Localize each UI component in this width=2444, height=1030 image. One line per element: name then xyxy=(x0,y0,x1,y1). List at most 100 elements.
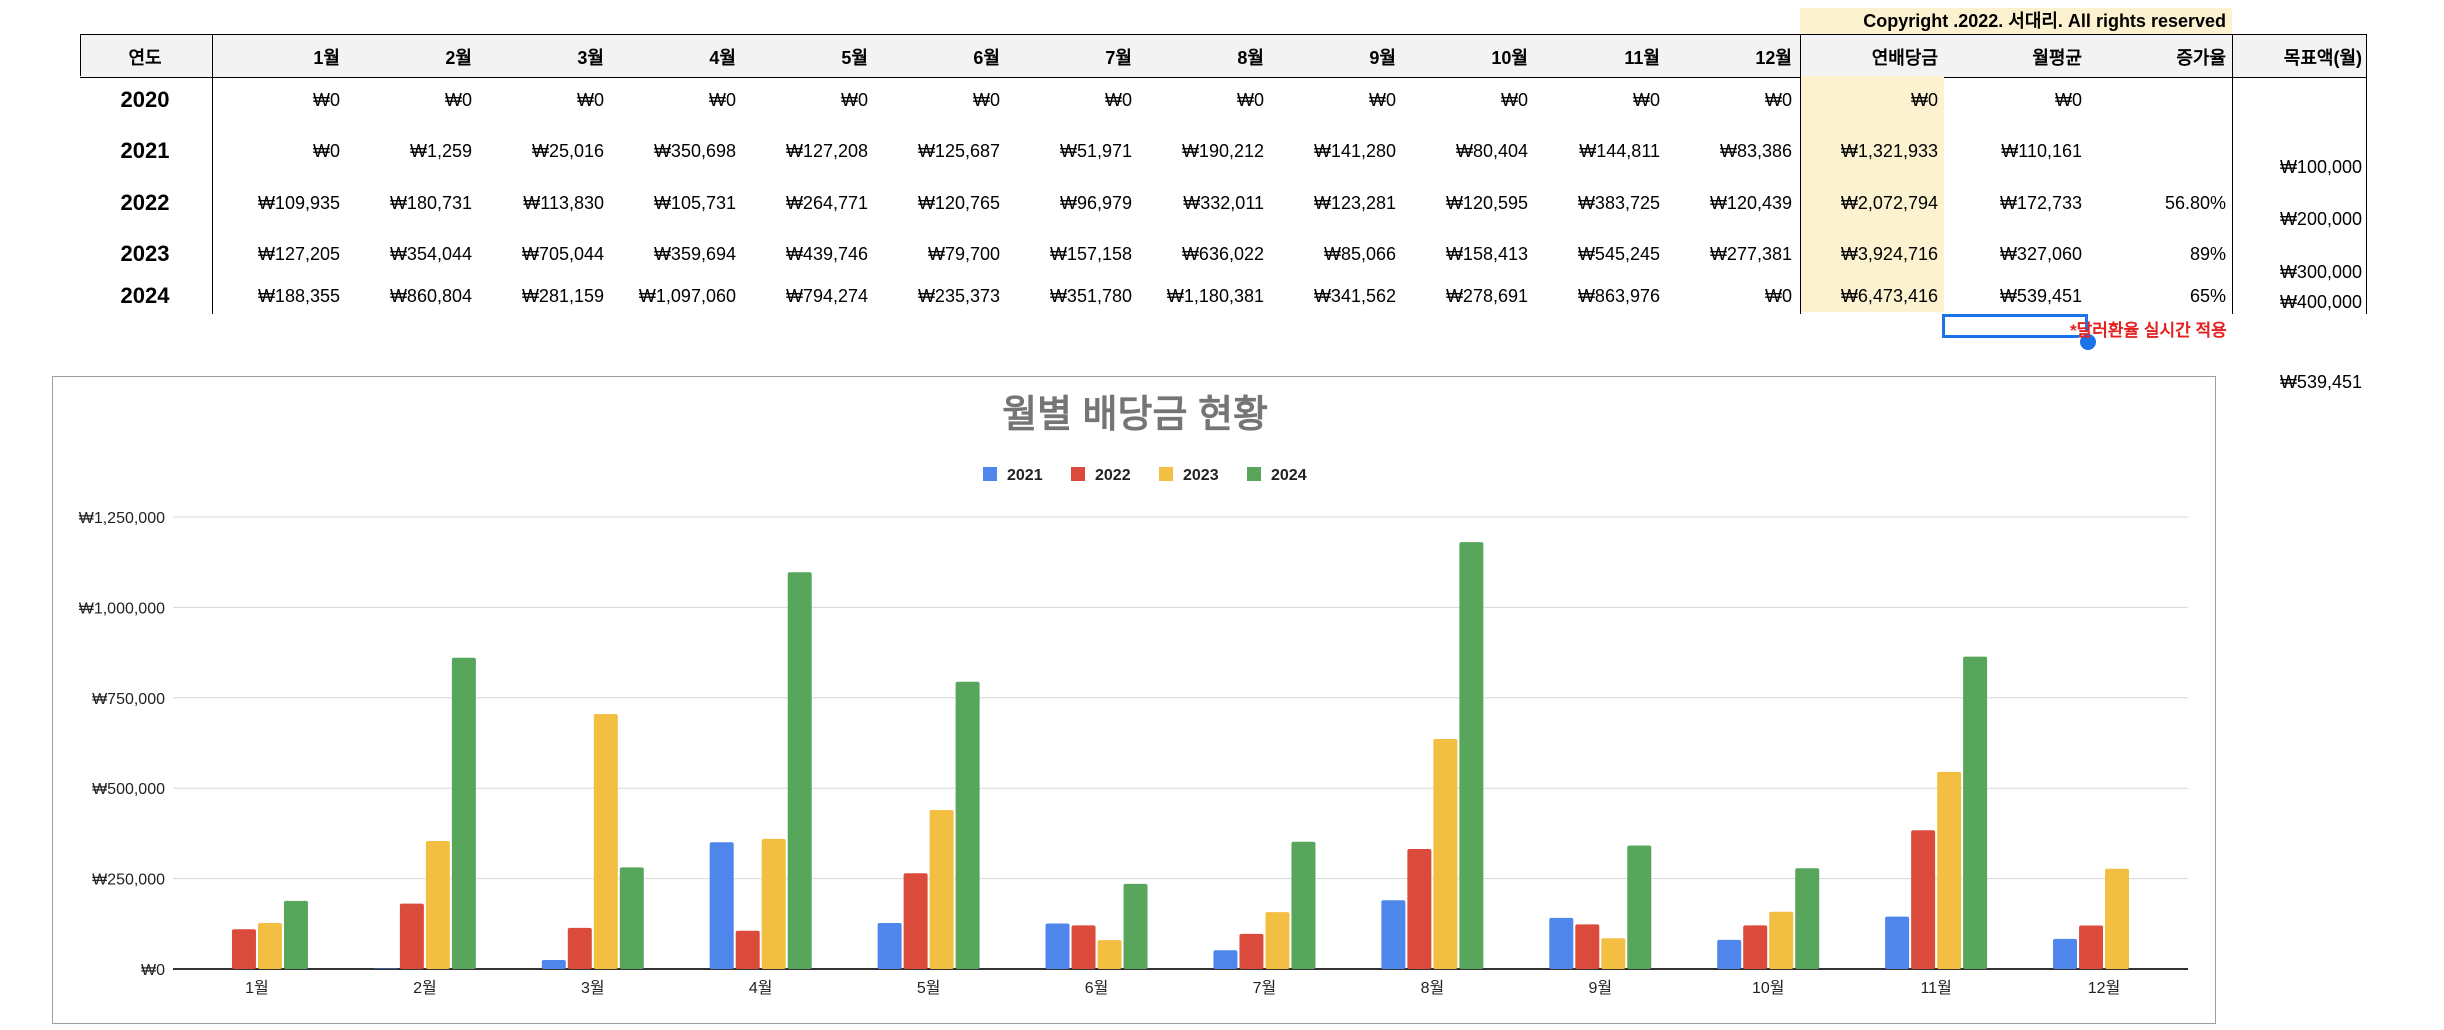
table-cell[interactable]: ₩51,971 xyxy=(1059,141,1132,161)
table-cell[interactable]: ₩0 xyxy=(1911,90,1938,110)
table-cell[interactable]: ₩127,208 xyxy=(785,141,868,161)
year-cell[interactable]: 2021 xyxy=(120,138,170,163)
table-cell[interactable]: ₩1,259 xyxy=(409,141,472,161)
x-tick-label: 5월 xyxy=(917,979,941,997)
table-cell[interactable]: ₩350,698 xyxy=(653,141,736,161)
bar-2024-11월 xyxy=(1963,656,1988,969)
table-cell[interactable]: ₩105,731 xyxy=(653,193,736,213)
table-cell[interactable]: ₩383,725 xyxy=(1577,193,1660,213)
table-cell[interactable]: ₩1,097,060 xyxy=(638,286,736,306)
table-cell[interactable]: ₩144,811 xyxy=(1579,141,1660,161)
table-cell[interactable]: ₩172,733 xyxy=(1999,193,2082,213)
table-cell[interactable]: ₩83,386 xyxy=(1719,141,1792,161)
table-cell[interactable]: ₩2,072,794 xyxy=(1840,193,1938,213)
table-cell[interactable]: ₩79,700 xyxy=(927,244,1000,264)
table-cell[interactable]: ₩278,691 xyxy=(1445,286,1528,306)
table-cell[interactable]: ₩351,780 xyxy=(1049,286,1132,306)
table-cell[interactable]: ₩0 xyxy=(841,90,868,110)
table-cell[interactable]: ₩113,830 xyxy=(523,193,604,213)
header-cell: 연배당금 xyxy=(1871,48,1938,68)
table-cell[interactable]: ₩0 xyxy=(1369,90,1396,110)
table-cell[interactable]: ₩539,451 xyxy=(1999,286,2082,306)
year-cell[interactable]: 2023 xyxy=(120,241,170,266)
table-cell[interactable]: ₩860,804 xyxy=(389,286,472,306)
x-tick-label: 12월 xyxy=(2088,979,2121,997)
table-cell[interactable]: ₩120,439 xyxy=(1709,193,1792,213)
table-cell[interactable]: ₩0 xyxy=(1501,90,1528,110)
table-cell[interactable]: ₩341,562 xyxy=(1313,286,1396,306)
table-cell[interactable]: ₩96,979 xyxy=(1059,193,1132,213)
table-cell[interactable]: ₩327,060 xyxy=(1999,244,2082,264)
table-cell[interactable]: ₩277,381 xyxy=(1709,244,1792,264)
table-cell[interactable]: ₩0 xyxy=(1237,90,1264,110)
table-cell[interactable]: ₩80,404 xyxy=(1455,141,1528,161)
goal-cell[interactable]: ₩539,451 xyxy=(2279,372,2362,392)
table-cell[interactable]: ₩0 xyxy=(577,90,604,110)
table-cell[interactable]: 89% xyxy=(2189,244,2226,264)
x-tick-label: 3월 xyxy=(581,979,605,997)
table-cell[interactable]: ₩120,595 xyxy=(1445,193,1528,213)
goal-cell[interactable]: ₩100,000 xyxy=(2279,157,2362,177)
y-tick-label: ₩1,000,000 xyxy=(79,600,165,617)
header-cell: 12월 xyxy=(1755,48,1792,68)
table-cell[interactable]: ₩120,765 xyxy=(917,193,1000,213)
table-cell[interactable]: ₩158,413 xyxy=(1445,244,1528,264)
table-cell[interactable]: ₩109,935 xyxy=(257,193,340,213)
year-cell[interactable]: 2022 xyxy=(120,190,170,215)
bar-2021-4월 xyxy=(709,842,734,969)
table-cell[interactable]: ₩85,066 xyxy=(1323,244,1396,264)
table-cell[interactable]: 56.80% xyxy=(2164,193,2226,213)
y-tick-label: ₩750,000 xyxy=(92,691,165,708)
table-cell[interactable]: ₩0 xyxy=(1105,90,1132,110)
table-cell[interactable]: ₩332,011 xyxy=(1183,193,1264,213)
table-cell[interactable]: ₩157,158 xyxy=(1049,244,1132,264)
year-cell[interactable]: 2024 xyxy=(120,283,170,308)
table-cell[interactable]: ₩0 xyxy=(313,90,340,110)
table-cell[interactable]: ₩110,161 xyxy=(2001,141,2082,161)
table-cell[interactable]: ₩127,205 xyxy=(257,244,340,264)
legend-swatch-2021 xyxy=(983,467,997,481)
selected-cell[interactable] xyxy=(1942,314,2088,338)
table-cell[interactable]: ₩0 xyxy=(313,141,340,161)
table-cell[interactable]: ₩0 xyxy=(2055,90,2082,110)
table-cell[interactable]: ₩636,022 xyxy=(1181,244,1264,264)
table-cell[interactable]: ₩123,281 xyxy=(1313,193,1396,213)
goal-cell[interactable]: ₩200,000 xyxy=(2279,209,2362,229)
table-cell[interactable]: ₩359,694 xyxy=(653,244,736,264)
table-cell[interactable]: ₩188,355 xyxy=(257,286,340,306)
table-cell[interactable]: ₩863,976 xyxy=(1577,286,1660,306)
table-cell[interactable]: ₩190,212 xyxy=(1181,141,1264,161)
table-cell[interactable]: ₩545,245 xyxy=(1577,244,1660,264)
goal-cell[interactable]: ₩300,000 xyxy=(2279,262,2362,282)
year-cell[interactable]: 2020 xyxy=(120,87,170,112)
table-cell[interactable]: ₩125,687 xyxy=(917,141,1000,161)
table-cell[interactable]: ₩264,771 xyxy=(785,193,868,213)
table-cell[interactable]: ₩0 xyxy=(1765,90,1792,110)
bar-2024-10월 xyxy=(1795,868,1820,969)
table-cell[interactable]: ₩439,746 xyxy=(785,244,868,264)
monthly-dividend-chart[interactable]: 월별 배당금 현황 2021 2022 2023 2024 ₩0 ₩250,000 ₩500,… xyxy=(52,376,2216,1024)
fill-handle[interactable] xyxy=(2078,332,2098,352)
table-cell[interactable]: ₩0 xyxy=(973,90,1000,110)
table-cell[interactable]: ₩6,473,416 xyxy=(1840,286,1938,306)
table-cell[interactable]: ₩235,373 xyxy=(917,286,1000,306)
table-cell[interactable]: ₩0 xyxy=(445,90,472,110)
table-cell[interactable]: ₩0 xyxy=(709,90,736,110)
bar-2021-9월 xyxy=(1549,917,1574,969)
x-tick-label: 11월 xyxy=(1920,979,1951,997)
table-cell[interactable]: ₩3,924,716 xyxy=(1840,244,1938,264)
table-cell[interactable]: ₩705,044 xyxy=(521,244,604,264)
table-cell[interactable]: ₩141,280 xyxy=(1313,141,1396,161)
table-cell[interactable]: ₩180,731 xyxy=(389,193,472,213)
table-cell[interactable]: ₩281,159 xyxy=(521,286,604,306)
table-cell[interactable]: ₩354,044 xyxy=(389,244,472,264)
table-cell[interactable]: ₩0 xyxy=(1633,90,1660,110)
table-cell[interactable]: ₩1,321,933 xyxy=(1840,141,1938,161)
table-cell[interactable]: ₩1,180,381 xyxy=(1166,286,1264,306)
goal-cell[interactable]: ₩400,000 xyxy=(2279,292,2362,312)
table-cell[interactable]: ₩25,016 xyxy=(531,141,604,161)
table-cell[interactable]: ₩794,274 xyxy=(785,286,868,306)
bar-2023-9월 xyxy=(1601,938,1626,969)
table-cell[interactable]: 65% xyxy=(2189,286,2226,306)
table-cell[interactable]: ₩0 xyxy=(1765,286,1792,306)
